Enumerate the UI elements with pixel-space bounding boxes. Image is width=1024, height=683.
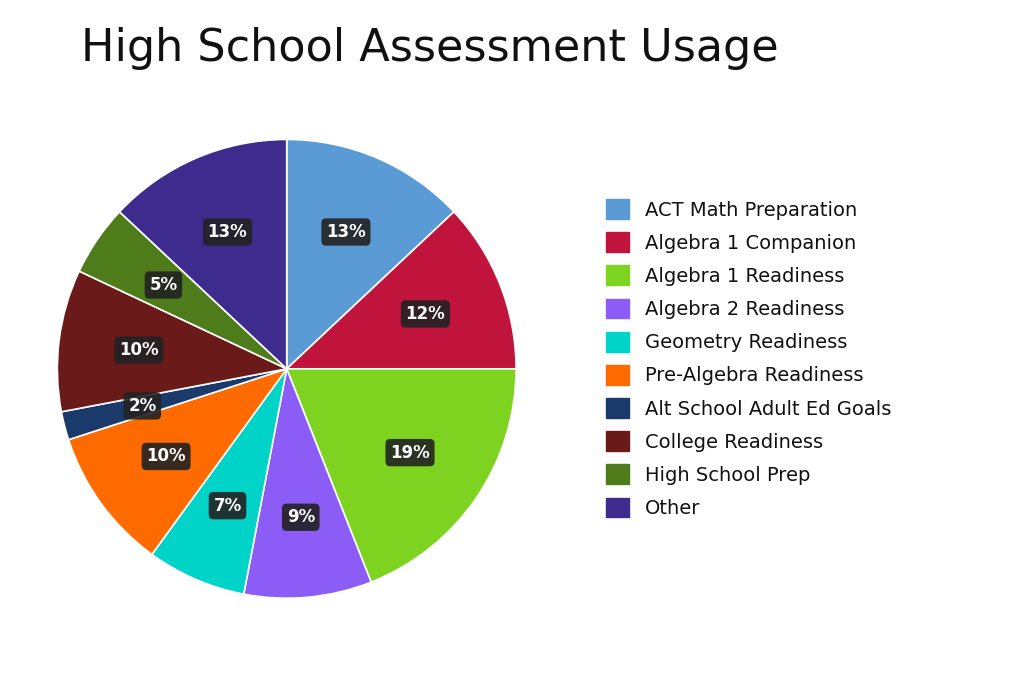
Wedge shape: [79, 212, 287, 369]
Text: 19%: 19%: [390, 444, 430, 462]
Wedge shape: [57, 271, 287, 412]
Wedge shape: [287, 369, 516, 582]
Text: 5%: 5%: [150, 276, 177, 294]
Text: 10%: 10%: [146, 447, 186, 465]
Text: 7%: 7%: [213, 497, 242, 515]
Wedge shape: [61, 369, 287, 440]
Wedge shape: [244, 369, 371, 598]
Text: 10%: 10%: [119, 341, 159, 359]
Text: 12%: 12%: [406, 305, 445, 323]
Legend: ACT Math Preparation, Algebra 1 Companion, Algebra 1 Readiness, Algebra 2 Readin: ACT Math Preparation, Algebra 1 Companio…: [605, 199, 891, 518]
Text: 9%: 9%: [287, 508, 314, 527]
Wedge shape: [287, 212, 516, 369]
Wedge shape: [120, 139, 287, 369]
Text: 13%: 13%: [326, 223, 366, 241]
Wedge shape: [287, 139, 454, 369]
Text: High School Assessment Usage: High School Assessment Usage: [81, 27, 779, 70]
Text: 2%: 2%: [128, 397, 157, 415]
Wedge shape: [152, 369, 287, 594]
Wedge shape: [69, 369, 287, 555]
Text: 13%: 13%: [208, 223, 248, 241]
